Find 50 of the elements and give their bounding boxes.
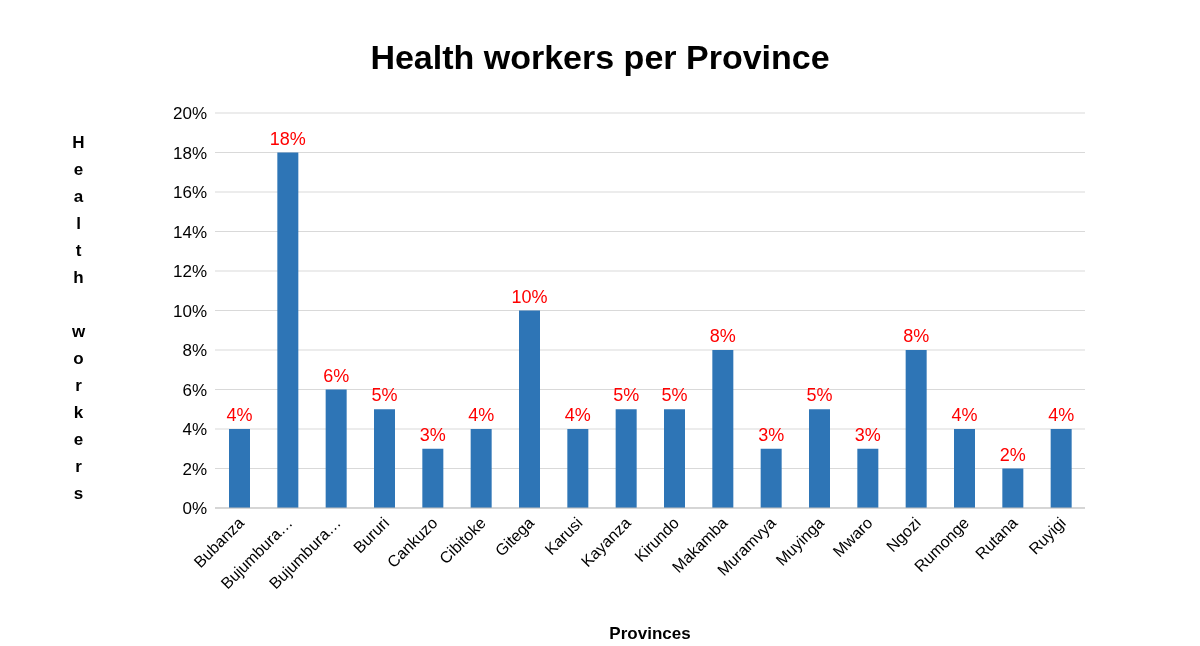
y-tick-label: 16%	[172, 183, 207, 203]
bar	[712, 350, 734, 508]
bar	[519, 310, 540, 508]
y-tick-label: 18%	[172, 143, 207, 163]
bar	[905, 350, 927, 508]
bar	[229, 429, 250, 508]
data-label: 18%	[269, 128, 306, 149]
bar	[277, 152, 299, 508]
bar	[857, 448, 879, 508]
data-label: 4%	[1048, 405, 1075, 425]
data-label: 5%	[806, 385, 833, 406]
y-tick-label: 12%	[172, 262, 207, 282]
y-tick-label: 4%	[182, 420, 207, 440]
data-label: 4%	[951, 405, 978, 425]
data-label: 3%	[758, 424, 785, 445]
y-tick-label: 6%	[182, 380, 207, 400]
y-tick-label: 0%	[182, 499, 207, 519]
bar	[470, 429, 492, 508]
bar	[954, 429, 975, 508]
data-label: 8%	[709, 326, 736, 346]
bar	[760, 448, 782, 508]
bar	[567, 429, 589, 508]
data-label: 3%	[419, 424, 446, 445]
data-label: 5%	[613, 385, 640, 406]
data-label: 6%	[323, 365, 350, 386]
y-tick-label: 14%	[172, 222, 207, 242]
y-axis-title: Health workers	[68, 133, 88, 511]
data-label: 4%	[226, 405, 253, 425]
y-tick-label: 20%	[172, 104, 207, 124]
bar	[809, 409, 830, 508]
bar	[325, 389, 347, 508]
bar	[374, 409, 395, 508]
bar	[422, 448, 444, 508]
y-tick-label: 10%	[172, 301, 207, 321]
bar	[615, 409, 637, 508]
data-label: 10%	[511, 286, 548, 307]
bar	[664, 409, 685, 508]
bar	[1050, 429, 1072, 508]
data-label: 2%	[999, 444, 1026, 465]
data-label: 4%	[468, 405, 495, 425]
y-tick-label: 2%	[182, 459, 207, 479]
bar	[1002, 468, 1024, 508]
y-tick-label: 8%	[182, 341, 207, 361]
chart-title: Health workers per Province	[369, 38, 831, 77]
data-label: 8%	[903, 326, 930, 346]
data-label: 5%	[371, 385, 398, 406]
x-axis-title: Provinces	[608, 624, 692, 644]
data-label: 4%	[564, 405, 591, 425]
data-label: 3%	[854, 424, 881, 445]
data-label: 5%	[661, 385, 688, 406]
